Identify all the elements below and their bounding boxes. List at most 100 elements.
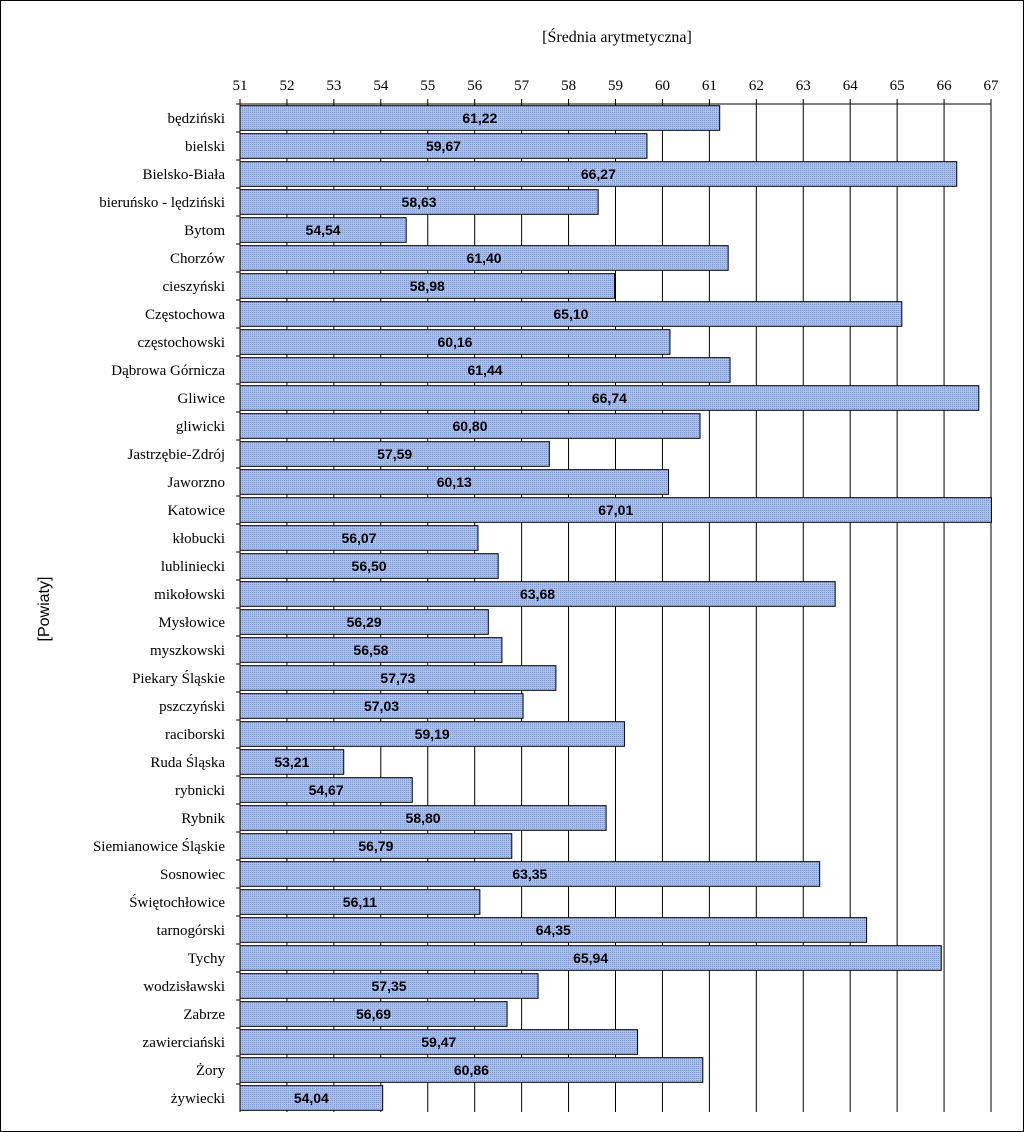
bar-value-label: 54,04 bbox=[294, 1090, 329, 1106]
bar-value-label: 58,63 bbox=[402, 194, 437, 210]
category-label: myszkowski bbox=[150, 643, 225, 659]
bar bbox=[239, 833, 513, 859]
bar bbox=[239, 497, 992, 523]
x-tick-label: 66 bbox=[937, 78, 953, 94]
x-tick-label: 61 bbox=[702, 78, 717, 94]
bar-value-label: 54,54 bbox=[306, 222, 341, 238]
x-tick-label: 59 bbox=[608, 78, 623, 94]
category-label: Częstochowa bbox=[145, 307, 225, 323]
category-label: kłobucki bbox=[173, 531, 226, 547]
x-tick-label: 67 bbox=[984, 78, 1000, 94]
bar bbox=[239, 749, 345, 775]
x-tick-label: 54 bbox=[373, 78, 389, 94]
bar bbox=[239, 777, 413, 803]
bar-value-label: 56,69 bbox=[356, 1006, 391, 1022]
bar-value-label: 65,10 bbox=[553, 306, 588, 322]
category-label: lubliniecki bbox=[161, 559, 225, 575]
bar-value-label: 60,80 bbox=[452, 418, 487, 434]
category-label: Mysłowice bbox=[158, 615, 225, 631]
bar bbox=[239, 273, 616, 299]
bar-value-label: 58,98 bbox=[410, 278, 445, 294]
category-label: Bytom bbox=[184, 223, 225, 239]
bar bbox=[239, 973, 539, 999]
bar-value-label: 60,86 bbox=[454, 1062, 489, 1078]
category-label: Ruda Śląska bbox=[150, 754, 225, 771]
bar bbox=[239, 161, 958, 187]
bar bbox=[239, 553, 499, 579]
category-label: cieszyński bbox=[163, 279, 225, 295]
bar bbox=[239, 469, 670, 495]
bar-value-label: 67,01 bbox=[598, 502, 633, 518]
bar bbox=[239, 1085, 384, 1111]
x-tick-label: 65 bbox=[890, 78, 905, 94]
bar-value-label: 57,73 bbox=[380, 670, 415, 686]
bar-value-label: 56,50 bbox=[352, 558, 387, 574]
category-label: Rybnik bbox=[181, 811, 225, 827]
x-tick-label: 52 bbox=[279, 78, 294, 94]
category-label: Gliwice bbox=[178, 391, 226, 407]
bar-value-label: 59,19 bbox=[415, 726, 450, 742]
category-label: bielski bbox=[185, 139, 225, 155]
bar bbox=[239, 329, 671, 355]
bar bbox=[239, 945, 942, 971]
bar-value-label: 66,74 bbox=[592, 390, 627, 406]
bar-value-label: 61,40 bbox=[467, 250, 502, 266]
bar bbox=[239, 301, 903, 327]
category-label: Piekary Śląskie bbox=[132, 670, 225, 687]
bar-value-label: 54,67 bbox=[309, 782, 344, 798]
x-tick-label: 58 bbox=[561, 78, 576, 94]
bar-value-label: 56,79 bbox=[358, 838, 393, 854]
x-tick-label: 51 bbox=[233, 78, 248, 94]
category-label: Sosnowiec bbox=[160, 867, 225, 883]
bar bbox=[239, 637, 503, 663]
bar bbox=[239, 805, 607, 831]
bar-value-label: 53,21 bbox=[274, 754, 309, 770]
x-tick-label: 56 bbox=[467, 78, 483, 94]
category-label: rybnicki bbox=[175, 783, 225, 799]
bar-value-label: 57,59 bbox=[377, 446, 412, 462]
x-tick-label: 60 bbox=[655, 78, 670, 94]
bar bbox=[239, 889, 481, 915]
category-label: Zabrze bbox=[183, 1007, 225, 1023]
bar-value-label: 56,58 bbox=[353, 642, 388, 658]
bar-value-label: 59,67 bbox=[426, 138, 461, 154]
bar bbox=[239, 525, 479, 551]
category-label: Tychy bbox=[188, 951, 226, 967]
bar-value-label: 61,22 bbox=[462, 110, 497, 126]
bar bbox=[239, 721, 625, 747]
category-label: Dąbrowa Górnicza bbox=[111, 363, 225, 379]
bar-value-label: 56,29 bbox=[347, 614, 382, 630]
bar-value-label: 57,35 bbox=[372, 978, 407, 994]
bar bbox=[239, 861, 821, 887]
x-tick-label: 57 bbox=[514, 78, 530, 94]
bar-value-label: 63,35 bbox=[512, 866, 547, 882]
category-label: mikołowski bbox=[154, 587, 225, 603]
category-label: żywiecki bbox=[171, 1091, 225, 1107]
category-label: Jastrzębie-Zdrój bbox=[128, 447, 225, 463]
bar bbox=[239, 441, 550, 467]
bar-value-label: 64,35 bbox=[536, 922, 571, 938]
category-label: Jaworzno bbox=[168, 475, 225, 491]
x-tick-label: 53 bbox=[326, 78, 341, 94]
bar bbox=[239, 1001, 508, 1027]
bar bbox=[239, 133, 648, 159]
x-tick-label: 55 bbox=[420, 78, 435, 94]
category-label: Żory bbox=[196, 1063, 226, 1079]
bar-value-label: 60,13 bbox=[437, 474, 472, 490]
x-axis-title: [Średnia arytmetyczna] bbox=[542, 29, 692, 46]
category-label: Katowice bbox=[168, 503, 226, 519]
category-label: Siemianowice Śląskie bbox=[93, 838, 225, 855]
x-tick-label: 64 bbox=[843, 78, 859, 94]
bar bbox=[239, 917, 868, 943]
category-label: gliwicki bbox=[176, 419, 225, 435]
bar bbox=[239, 1029, 639, 1055]
category-label: częstochowski bbox=[138, 335, 225, 351]
category-label: Bielsko-Biała bbox=[143, 167, 226, 183]
bar bbox=[239, 609, 489, 635]
category-label: raciborski bbox=[165, 727, 225, 743]
bar bbox=[239, 385, 980, 411]
category-label: będziński bbox=[168, 111, 226, 127]
category-label: wodzisławski bbox=[143, 979, 225, 995]
